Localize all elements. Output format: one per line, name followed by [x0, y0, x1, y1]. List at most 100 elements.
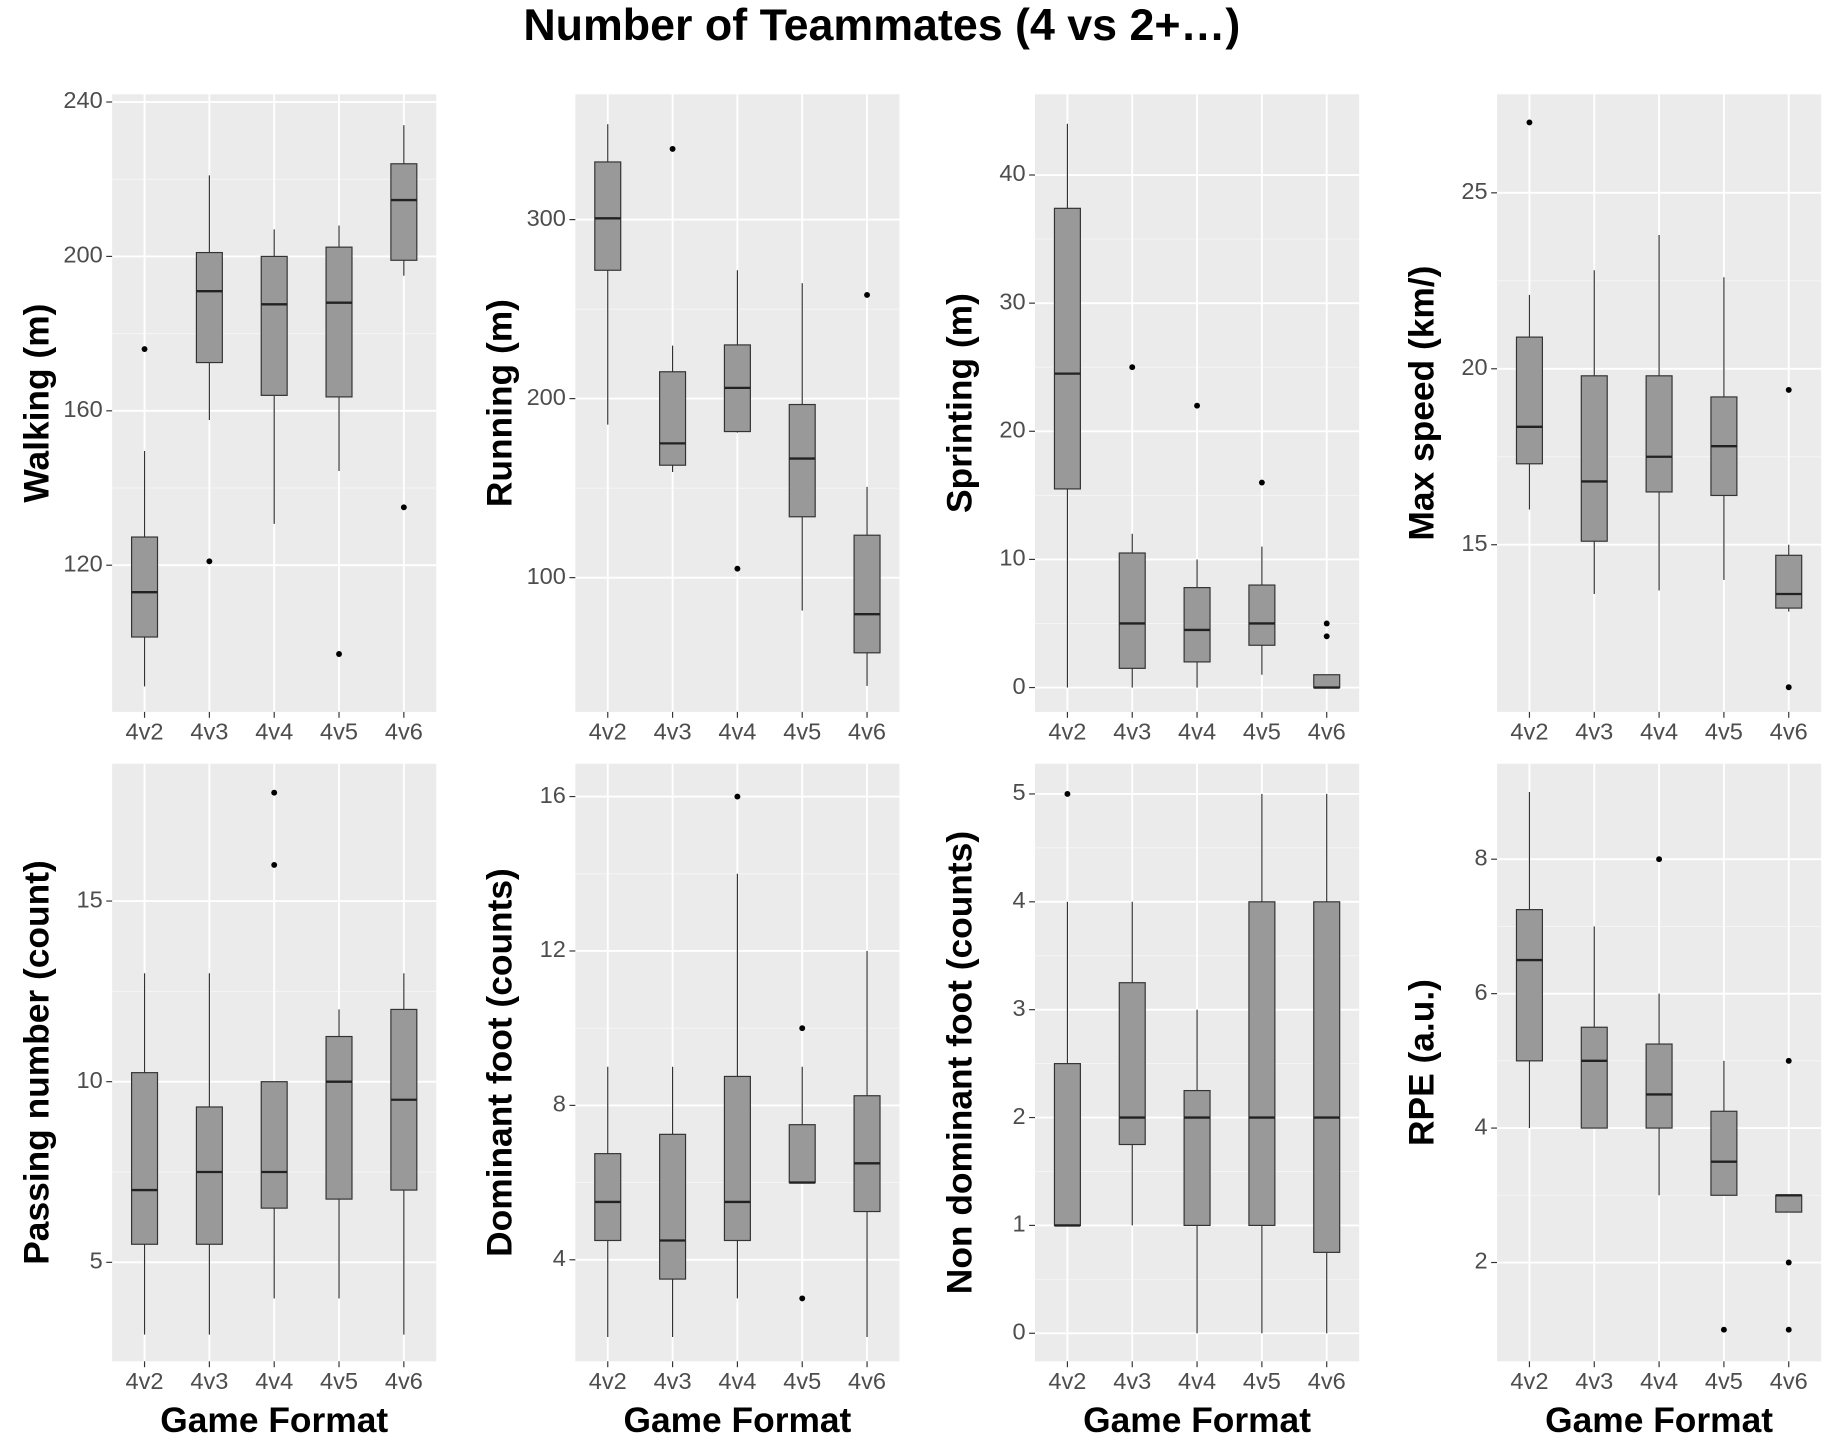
y-tick-label: 2	[1474, 1248, 1487, 1274]
box	[659, 371, 687, 466]
y-tick-label: 120	[63, 550, 102, 576]
y-axis-label: Max speed (km/)	[1402, 266, 1441, 541]
x-tick-label: 4v3	[190, 1368, 228, 1394]
x-tick-label: 4v4	[1640, 718, 1678, 744]
x-tick-label: 4v2	[1510, 718, 1548, 744]
box	[1183, 587, 1211, 663]
y-tick-label: 8	[1474, 844, 1487, 870]
y-axis-label: Running (m)	[481, 299, 520, 507]
y-tick-label: 3	[1012, 995, 1025, 1021]
y-tick-label: 20	[999, 416, 1025, 442]
outlier	[1785, 1326, 1792, 1333]
outlier	[1656, 856, 1663, 863]
y-tick-label: 8	[553, 1091, 566, 1117]
x-tick-label: 4v5	[783, 718, 821, 744]
outlier	[400, 504, 407, 511]
y-tick-label: 4	[1012, 887, 1025, 913]
x-tick-label: 4v3	[190, 718, 228, 744]
panel: 15 20 25 Max speed (km/) 4v2 4v3 4v4 4v5 4v6	[1402, 94, 1822, 744]
box	[1710, 1110, 1738, 1196]
x-tick-label: 4v2	[1510, 1368, 1548, 1394]
outlier	[271, 789, 278, 796]
outlier	[1323, 620, 1330, 627]
outlier	[799, 1025, 806, 1032]
x-axis-label: Game Format	[623, 1401, 851, 1440]
panel: 2 4 6 8 RPE (a.u.) Game Format 4v2 4v3 4v4 4v5 4v6	[1402, 763, 1822, 1440]
x-tick-label: 4v5	[320, 718, 358, 744]
box	[260, 255, 288, 396]
box	[390, 163, 418, 261]
box	[1053, 1063, 1081, 1226]
x-tick-label: 4v2	[1048, 718, 1086, 744]
box	[1313, 674, 1341, 689]
x-tick-label: 4v6	[1770, 718, 1808, 744]
y-tick-label: 300	[527, 205, 566, 231]
x-tick-label: 4v6	[385, 718, 423, 744]
box	[195, 1106, 223, 1245]
x-tick-label: 4v4	[718, 718, 756, 744]
x-tick-label: 4v3	[654, 718, 692, 744]
outlier	[271, 861, 278, 868]
x-tick-label: 4v6	[848, 718, 886, 744]
panel: 0 10 20 30 40 Sprinting (m) 4v2 4v3 4v4 4v5 4v6	[940, 94, 1360, 744]
box	[1580, 1026, 1608, 1129]
x-tick-label: 4v3	[1575, 718, 1613, 744]
box	[659, 1133, 687, 1280]
y-tick-label: 15	[76, 886, 102, 912]
x-tick-label: 4v5	[1243, 718, 1281, 744]
outlier	[799, 1295, 806, 1302]
x-tick-label: 4v4	[718, 1368, 756, 1394]
outlier	[1526, 119, 1533, 126]
x-tick-label: 4v6	[385, 1368, 423, 1394]
x-tick-label: 4v3	[1113, 1368, 1151, 1394]
x-axis-label: Game Format	[1545, 1401, 1773, 1440]
x-axis-label: Game Format	[160, 1401, 388, 1440]
outlier	[1194, 402, 1201, 409]
x-tick-label: 4v5	[783, 1368, 821, 1394]
outlier	[669, 145, 676, 152]
box	[1118, 982, 1146, 1146]
y-axis-label: RPE (a.u.)	[1402, 979, 1441, 1146]
outlier	[336, 651, 342, 657]
outlier	[1720, 1326, 1727, 1333]
y-tick-label: 5	[1012, 779, 1025, 805]
box	[1313, 901, 1341, 1253]
x-tick-label: 4v5	[1705, 1368, 1743, 1394]
x-tick-label: 4v6	[1308, 718, 1346, 744]
box	[723, 1075, 751, 1242]
x-tick-label: 4v2	[1048, 1368, 1086, 1394]
box	[1775, 554, 1803, 609]
y-tick-label: 240	[63, 87, 102, 113]
x-tick-label: 4v3	[1113, 718, 1151, 744]
figure-title: Number of Teammates (4 vs 2+…)	[523, 0, 1240, 50]
x-tick-label: 4v2	[589, 718, 627, 744]
x-tick-label: 4v4	[255, 1368, 293, 1394]
outlier	[206, 558, 213, 565]
x-tick-label: 4v3	[1575, 1368, 1613, 1394]
outlier	[141, 346, 148, 352]
box	[195, 251, 223, 364]
outlier	[864, 292, 870, 298]
y-tick-label: 100	[527, 563, 566, 589]
box	[1775, 1194, 1803, 1213]
outlier	[734, 565, 741, 572]
y-tick-label: 5	[90, 1248, 103, 1274]
box	[325, 246, 353, 398]
x-tick-label: 4v2	[589, 1368, 627, 1394]
outlier	[1785, 386, 1792, 393]
y-axis-label: Walking (m)	[17, 304, 56, 503]
x-tick-label: 4v6	[1308, 1368, 1346, 1394]
outlier	[734, 793, 741, 800]
x-tick-label: 4v3	[654, 1368, 692, 1394]
outlier	[1129, 364, 1136, 371]
outlier	[1258, 479, 1265, 486]
x-tick-label: 4v5	[1705, 718, 1743, 744]
box	[1580, 375, 1608, 542]
x-axis-label: Game Format	[1083, 1401, 1311, 1440]
outlier	[1323, 633, 1330, 640]
y-axis-label: Non dominant foot (counts)	[940, 831, 979, 1294]
box	[1645, 375, 1673, 493]
y-tick-label: 12	[540, 936, 566, 962]
x-tick-label: 4v2	[126, 718, 164, 744]
